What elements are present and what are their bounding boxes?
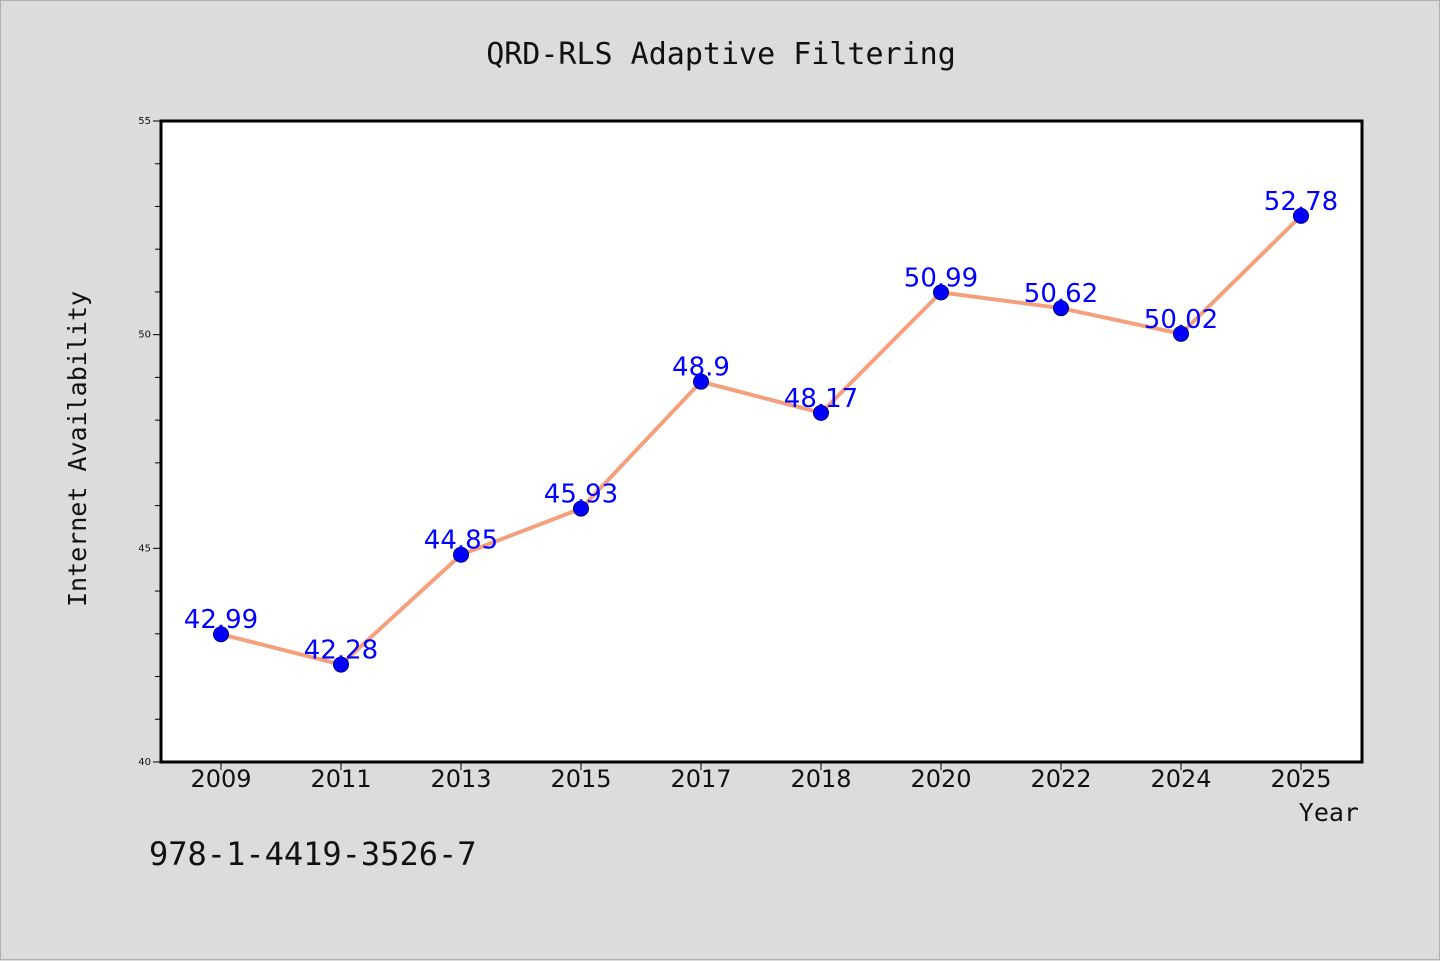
- x-tick-label: 2024: [1150, 765, 1211, 793]
- data-label: 50.99: [904, 263, 978, 293]
- data-label: 52.78: [1264, 187, 1338, 217]
- data-label: 50.62: [1024, 279, 1098, 309]
- data-label: 45.93: [544, 480, 618, 510]
- data-label: 50.02: [1144, 305, 1218, 335]
- data-point: [453, 546, 469, 563]
- y-tick-label: 45: [138, 543, 151, 554]
- data-point: [933, 284, 949, 301]
- x-tick-label: 2025: [1270, 765, 1331, 793]
- plot-area: [159, 119, 1364, 764]
- x-tick-label: 2011: [310, 765, 371, 793]
- footer-id-text: 978-1-4419-3526-7: [149, 835, 477, 873]
- x-axis-ticks: 2009 2011 2013 2015 2017 2018 2020 2022 2024 2025: [190, 762, 1332, 793]
- y-tick-label: 50: [138, 330, 151, 341]
- data-point: [1173, 325, 1189, 342]
- y-axis-label: Internet Availability: [63, 291, 92, 607]
- series-group: 42.99 42.28 44.85 45.93 48.9 48.17 50.99 50.62 5…: [184, 187, 1338, 673]
- data-label: 44.85: [424, 526, 498, 556]
- data-point: [813, 404, 829, 421]
- x-axis-label: Year: [1299, 798, 1359, 827]
- data-label: 42.99: [184, 605, 258, 635]
- data-point: [693, 373, 709, 390]
- x-tick-label: 2015: [550, 765, 611, 793]
- data-label: 48.17: [784, 384, 858, 414]
- y-tick-label: 55: [138, 116, 151, 127]
- data-label: 48.9: [672, 353, 730, 383]
- data-point: [573, 500, 589, 517]
- x-tick-label: 2018: [790, 765, 851, 793]
- x-tick-label: 2017: [670, 765, 731, 793]
- series-line: [220, 214, 1303, 667]
- x-tick-label: 2022: [1030, 765, 1091, 793]
- y-axis-ticks: 40 45 50 55: [138, 116, 161, 768]
- chart-title: QRD-RLS Adaptive Filtering: [486, 37, 956, 72]
- data-point: [333, 656, 349, 673]
- x-tick-label: 2013: [430, 765, 491, 793]
- data-point: [1053, 300, 1069, 317]
- data-label: 42.28: [304, 636, 378, 666]
- x-tick-label: 2009: [190, 765, 251, 793]
- x-tick-label: 2020: [910, 765, 971, 793]
- data-point: [1293, 207, 1309, 224]
- data-point: [213, 626, 229, 643]
- y-tick-label: 40: [138, 757, 151, 768]
